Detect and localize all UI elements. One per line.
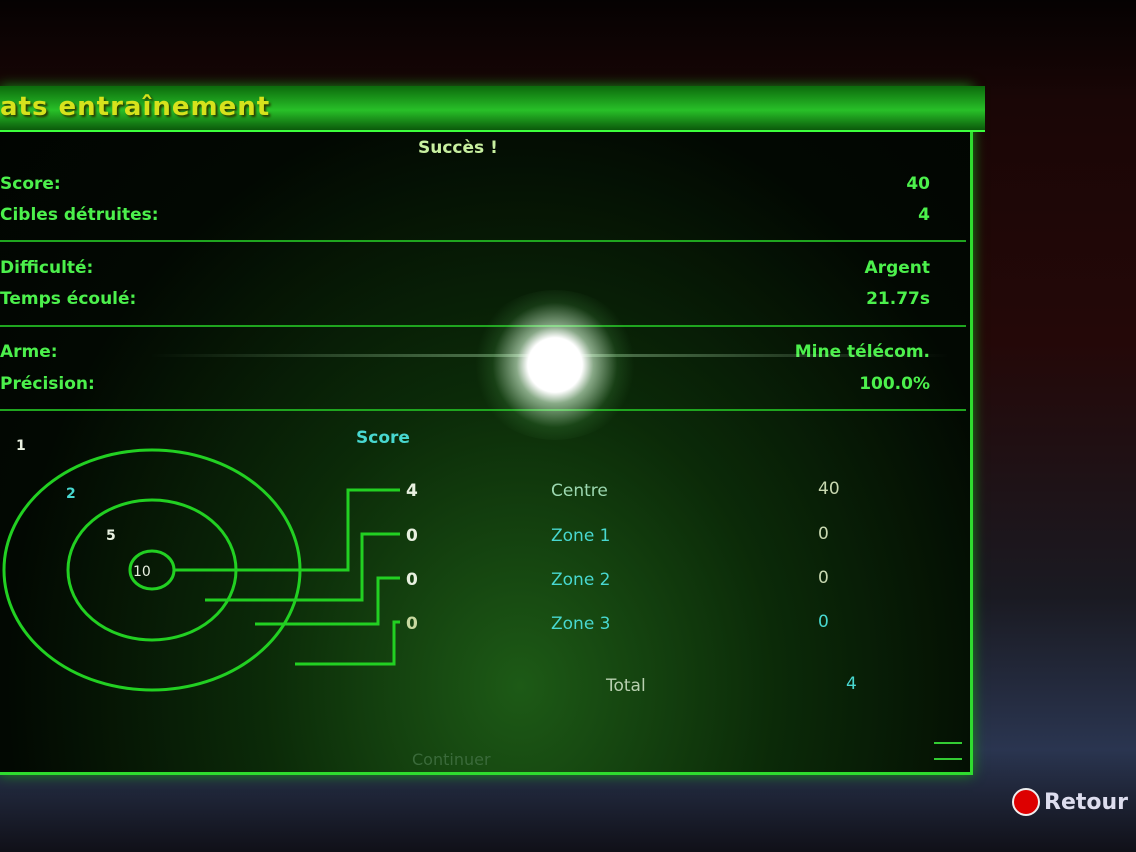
zone-centre: Centre xyxy=(551,481,608,501)
zone-2: Zone 2 xyxy=(551,570,611,590)
ring-label: 10 xyxy=(133,564,151,580)
light-glare xyxy=(470,290,640,440)
hits-zone1: 0 xyxy=(406,526,418,546)
ring-label: 2 xyxy=(66,486,76,502)
continue-button[interactable]: Continuer xyxy=(412,750,491,769)
zone-1: Zone 1 xyxy=(551,526,611,546)
points-centre: 40 xyxy=(818,479,840,499)
circle-button-icon xyxy=(1012,788,1040,816)
ring-label: 5 xyxy=(106,528,116,544)
page-title: ats entraînement xyxy=(0,92,271,122)
stat-score: Score: 40 xyxy=(0,174,930,194)
stat-weapon: Arme: Mine télécom. xyxy=(0,342,930,362)
stat-difficulty: Difficulté: Argent xyxy=(0,258,930,278)
total-value: 4 xyxy=(846,674,857,694)
stat-targets: Cibles détruites: 4 xyxy=(0,205,930,225)
zone-3: Zone 3 xyxy=(551,614,611,634)
hits-centre: 4 xyxy=(406,481,418,501)
points-zone1: 0 xyxy=(818,524,829,544)
target-diagram xyxy=(2,448,400,692)
hits-zone3: 0 xyxy=(406,614,418,634)
leader-line-centre xyxy=(174,488,400,572)
stat-time: Temps écoulé: 21.77s xyxy=(0,289,930,309)
divider xyxy=(0,240,966,242)
divider xyxy=(0,409,966,411)
leader-line-zone1 xyxy=(205,532,400,602)
title-bar: ats entraînement xyxy=(0,86,985,132)
breakdown-header: Score xyxy=(356,428,410,448)
results-panel: ats entraînement Succès ! Score: 40 Cible… xyxy=(0,86,985,775)
hits-zone2: 0 xyxy=(406,570,418,590)
leader-line-zone3 xyxy=(295,620,400,666)
stat-accuracy: Précision: 100.0% xyxy=(0,374,930,394)
ring-label: 1 xyxy=(16,438,26,454)
result-status: Succès ! xyxy=(418,138,498,158)
back-button[interactable]: Retour xyxy=(1012,788,1128,816)
total-label: Total xyxy=(606,676,646,696)
menu-icon xyxy=(934,742,962,760)
leader-line-zone2 xyxy=(255,576,400,626)
points-zone3: 0 xyxy=(818,612,829,632)
points-zone2: 0 xyxy=(818,568,829,588)
